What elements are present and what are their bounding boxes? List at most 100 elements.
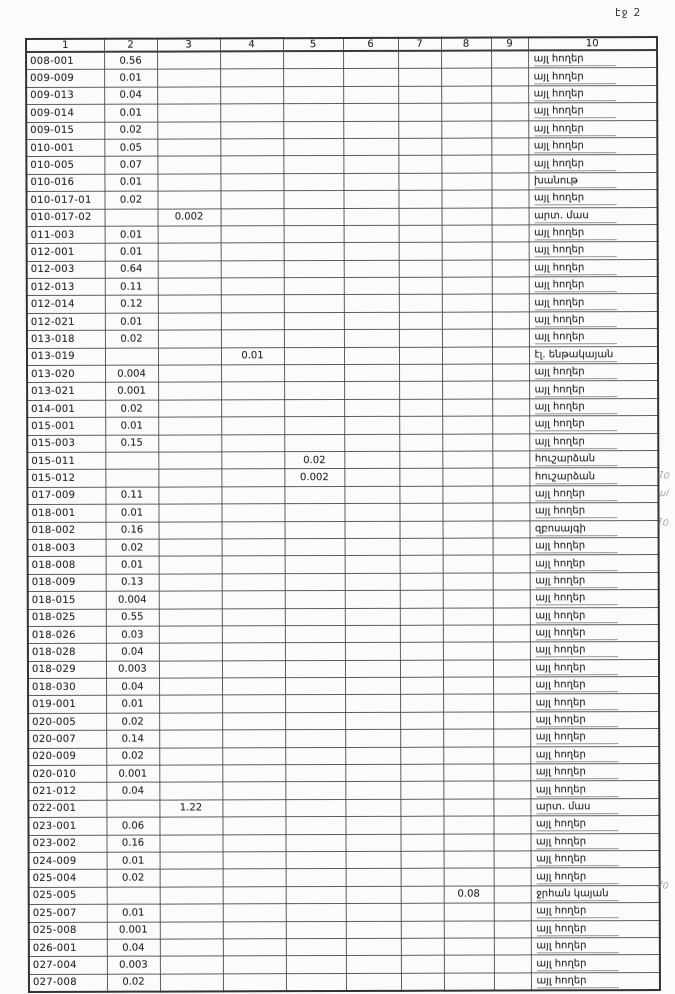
cell-area-value: 0.02: [104, 121, 158, 140]
table-row: 017-009 0.11 այլ հողեր: [27, 485, 659, 505]
cell-parcel-code: 024-009: [28, 852, 107, 870]
cell-area-value: [284, 503, 345, 522]
cell-area-value: 0.02: [106, 747, 160, 766]
cell-area-value: [283, 51, 344, 70]
cell-purpose: այլ հողեր: [529, 572, 659, 591]
cell-area-value: 0.04: [106, 678, 160, 696]
cell-area-value: [443, 746, 494, 765]
cell-area-value: [491, 155, 529, 173]
cell-area-value: [441, 242, 492, 260]
cell-area-value: [345, 799, 401, 817]
table-row: 027-008 0.02 այլ հողեր: [28, 972, 660, 993]
cell-area-value: [222, 799, 286, 818]
table-row: 020-010 0.001 այլ հողեր: [28, 763, 660, 783]
cell-area-value: [442, 381, 493, 400]
cell-area-value: [283, 190, 344, 209]
table-row: 018-029 0.003 այլ հողեր: [27, 659, 660, 679]
cell-area-value: 0.02: [106, 973, 160, 992]
cell-purpose: այլ հողեր: [528, 189, 658, 208]
cell-area-value: [343, 173, 399, 191]
cell-parcel-code: 018-025: [27, 608, 106, 627]
cell-area-value: [441, 137, 492, 156]
table-row: 022-001 1.22 արտ. մաս: [28, 798, 660, 818]
purpose-text: այլ հողեր: [536, 904, 619, 919]
cell-area-value: [158, 643, 222, 661]
cell-area-value: [343, 68, 399, 87]
cell-purpose: այլ հողեր: [528, 154, 658, 173]
column-header: 9: [491, 37, 529, 51]
cell-area-value: [285, 903, 346, 922]
table-row: 019-001 0.01 այլ հողեր: [28, 693, 660, 714]
cell-area-value: 0.02: [104, 191, 158, 209]
cell-area-value: [398, 68, 442, 87]
cell-area-value: [491, 103, 529, 121]
cell-purpose: այլ հողեր: [529, 380, 659, 399]
cell-parcel-code: 020-010: [28, 765, 107, 783]
table-row: 009-009 0.01 այլ հողեր: [26, 67, 658, 88]
cell-area-value: [157, 104, 221, 122]
table-row: 020-009 0.02 այլ հողեր: [28, 746, 660, 766]
cell-area-value: [285, 955, 346, 974]
cell-area-value: [284, 590, 345, 609]
cell-area-value: 0.02: [105, 399, 159, 418]
cell-area-value: [443, 903, 494, 921]
cell-area-value: [221, 382, 285, 400]
cell-parcel-code: 025-005: [28, 886, 107, 905]
table-row: 023-002 0.16 այլ հողեր: [28, 833, 660, 853]
cell-area-value: [222, 695, 286, 713]
cell-purpose: այլ հողեր: [530, 780, 660, 799]
cell-area-value: [399, 642, 443, 660]
cell-area-value: [398, 138, 442, 156]
table-row: 018-009 0.13 այլ հողեր: [27, 572, 659, 592]
cell-area-value: [222, 903, 286, 922]
purpose-text: այլ հողեր: [535, 591, 618, 606]
cell-purpose: այլ հողեր: [530, 763, 660, 782]
purpose-text: այլ հողեր: [534, 382, 617, 398]
cell-area-value: [493, 972, 531, 991]
cell-area-value: [285, 938, 346, 956]
cell-area-value: [492, 590, 530, 608]
cell-area-value: [492, 503, 530, 521]
cell-area-value: 0.01: [106, 695, 160, 714]
cell-area-value: [158, 556, 222, 574]
cell-area-value: [441, 155, 492, 173]
cell-area-value: [442, 537, 493, 556]
cell-purpose: այլ հողեր: [529, 641, 659, 660]
cell-area-value: 0.01: [104, 69, 158, 88]
cell-area-value: [222, 955, 286, 974]
cell-parcel-code: 018-015: [27, 591, 106, 609]
cell-area-value: 0.003: [105, 660, 160, 679]
purpose-text: այլ հողեր: [533, 191, 617, 206]
cell-area-value: [442, 503, 493, 521]
cell-area-value: [491, 276, 529, 295]
cell-area-value: [398, 155, 442, 174]
purpose-text: այլ հողեր: [535, 817, 618, 832]
cell-area-value: [285, 921, 346, 939]
cell-area-value: [492, 607, 530, 625]
table-row: 027-004 0.003 այլ հողեր: [28, 954, 660, 975]
table-row: 018-008 0.01 այլ հողեր: [27, 554, 659, 575]
cell-parcel-code: 013-020: [27, 365, 106, 383]
cell-area-value: [283, 242, 344, 261]
table-row: 018-025 0.55 այլ հողեր: [27, 607, 659, 627]
cell-area-value: [221, 625, 285, 644]
table-row: 015-001 0.01 այլ հողեր: [27, 415, 659, 436]
purpose-text: այլ հողեր: [533, 104, 616, 119]
cell-area-value: [399, 625, 443, 643]
cell-area-value: [345, 694, 401, 713]
cell-area-value: 0.001: [106, 765, 160, 783]
cell-area-value: [343, 225, 399, 243]
cell-area-value: [441, 294, 492, 313]
cell-area-value: [284, 625, 345, 643]
purpose-text: այլ հողեր: [534, 365, 617, 380]
purpose-text: այլ հողեր: [536, 956, 619, 971]
cell-area-value: [345, 781, 401, 800]
cell-area-value: [159, 695, 223, 713]
cell-parcel-code: 026-001: [28, 939, 107, 957]
cell-parcel-code: 018-030: [28, 678, 107, 696]
cell-area-value: [345, 712, 401, 730]
cell-area-value: [343, 277, 399, 295]
cell-area-value: [158, 521, 222, 540]
cell-area-value: [345, 973, 401, 992]
table-row: 010-016 0.01 խանութ: [26, 172, 658, 192]
